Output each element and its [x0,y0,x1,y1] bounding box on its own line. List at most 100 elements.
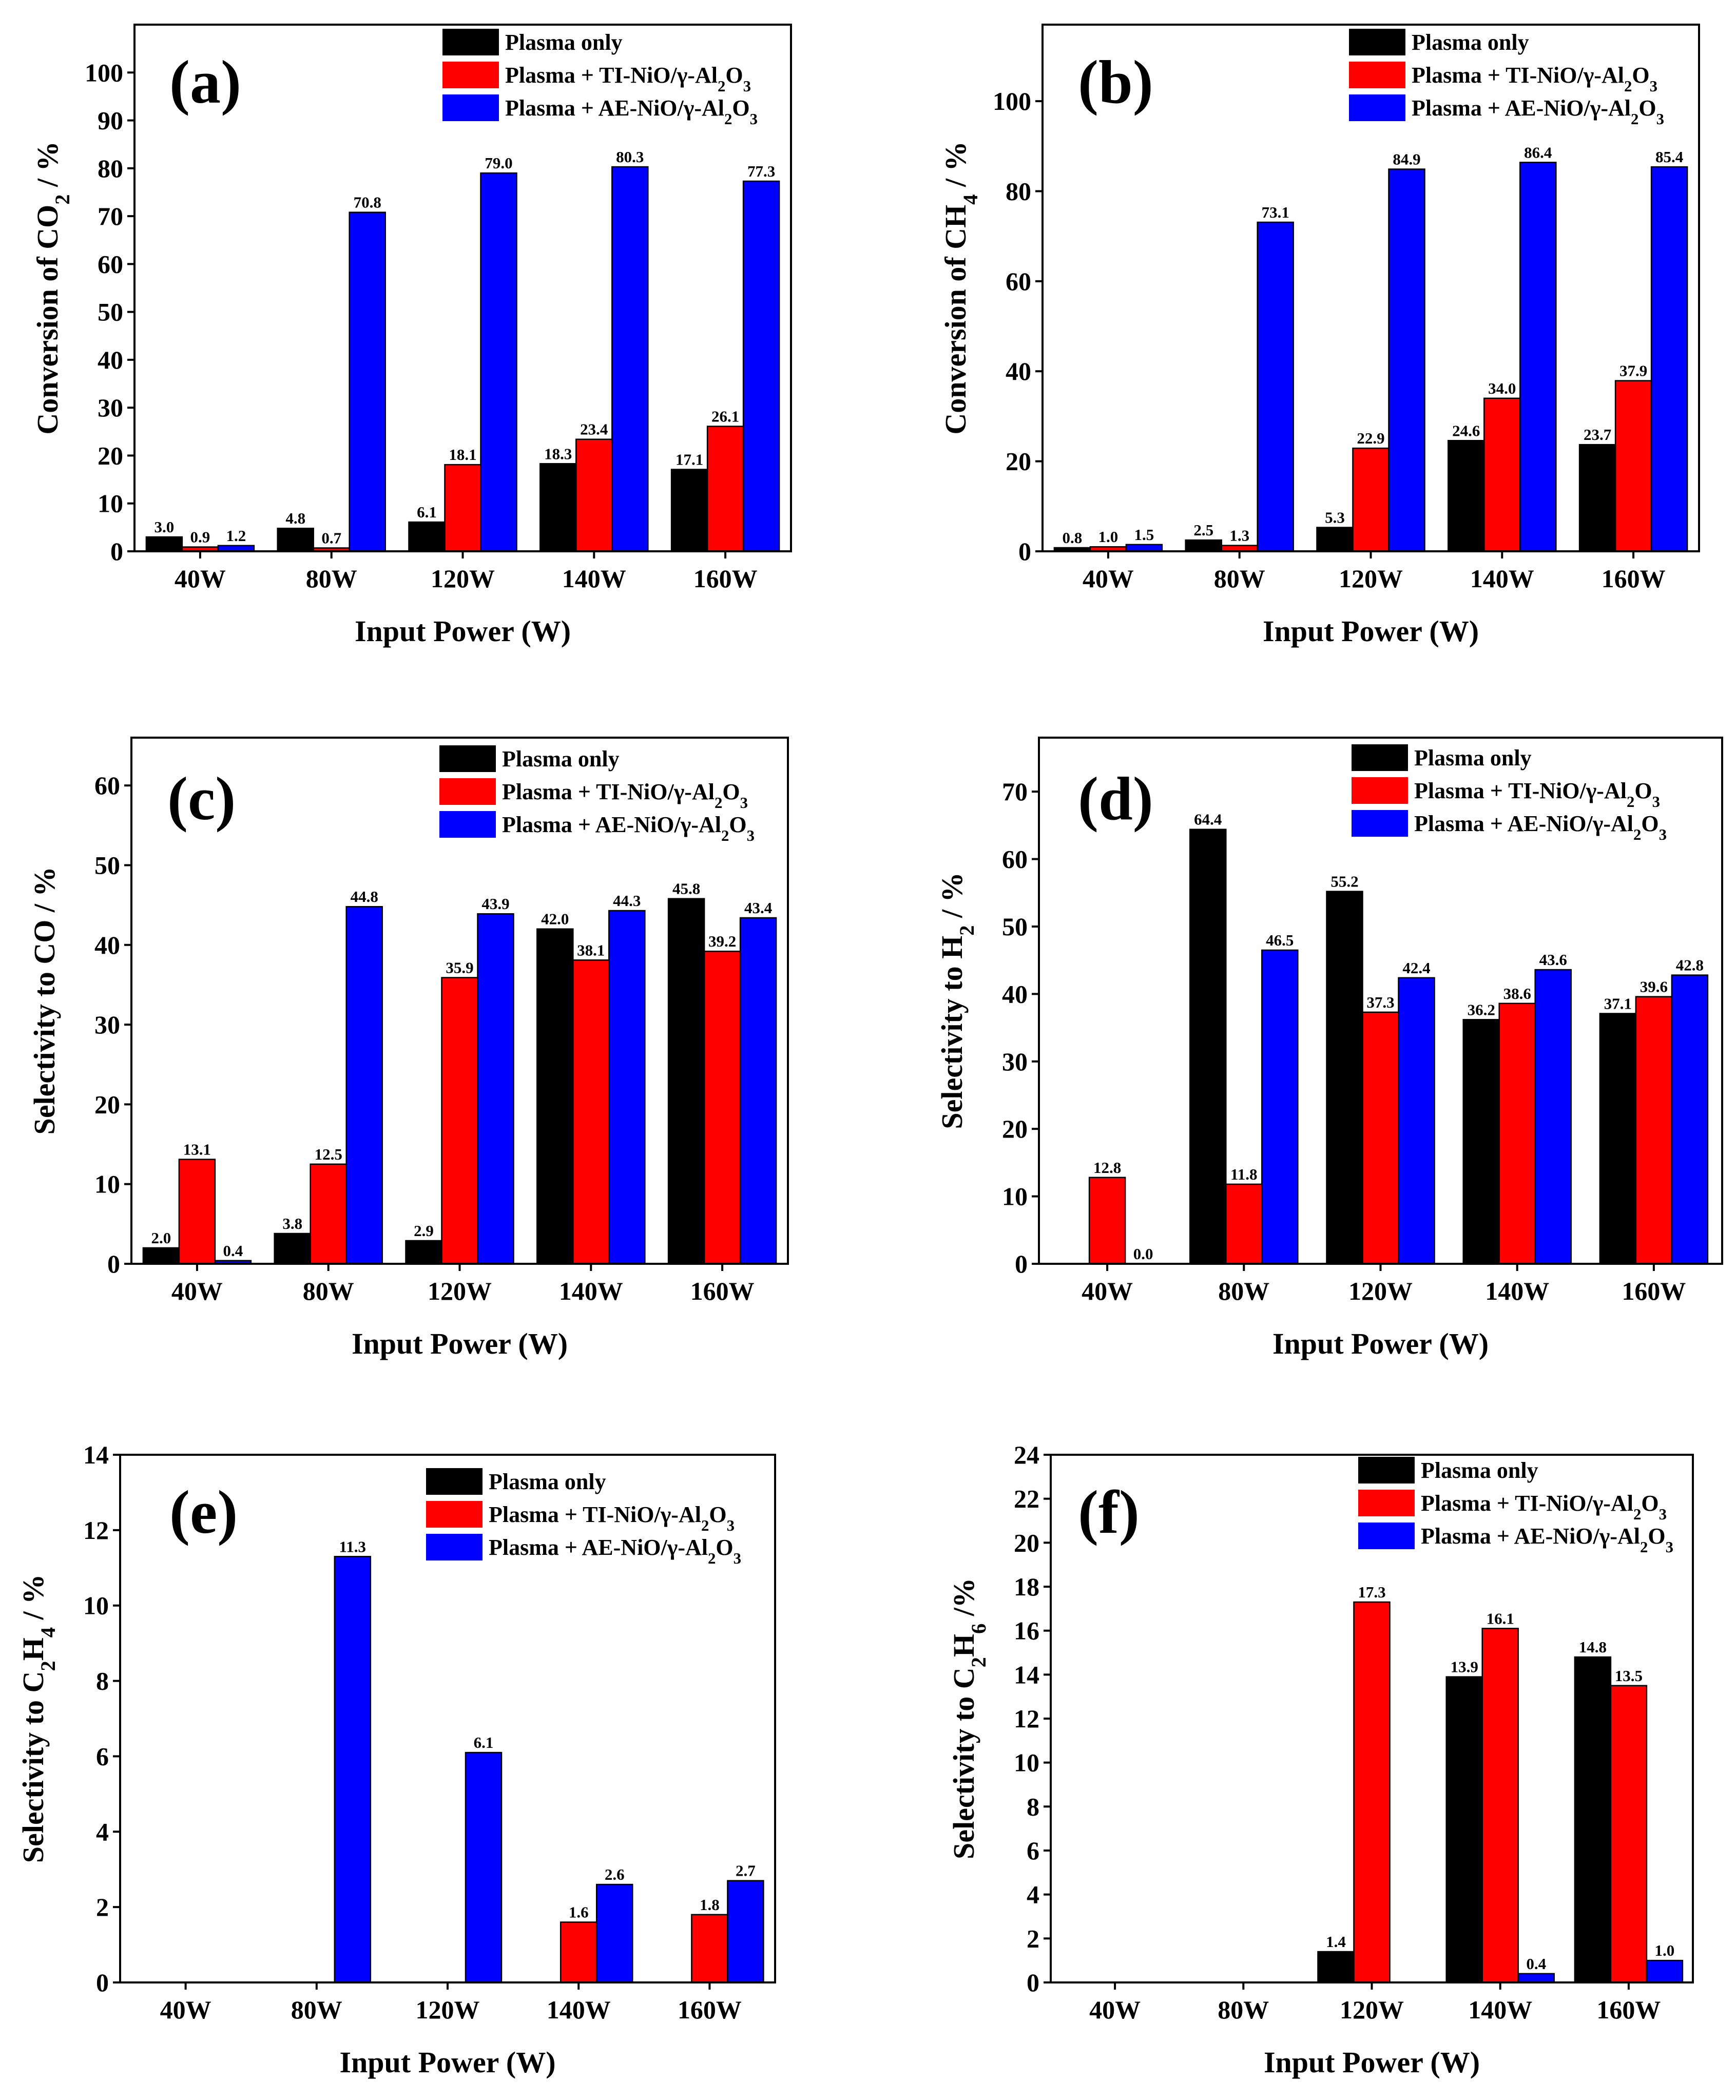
value-label: 2.6 [605,1865,625,1883]
x-tick-label: 80W [1218,1995,1269,2024]
value-label: 0.4 [223,1242,243,1260]
y-tick-label: 50 [94,851,120,879]
y-tick-label: 2 [96,1893,109,1921]
legend-swatch [442,62,499,88]
y-tick-label: 8 [96,1667,109,1696]
bar-ae-nio-140W [1519,162,1557,552]
y-tick-label: 80 [1006,177,1031,205]
y-tick-label: 18 [1014,1572,1039,1601]
bar-ae-nio-80W [345,905,383,1265]
y-tick-label: 100 [85,58,123,87]
bar-ti-nio-80W [1225,1183,1263,1265]
x-tick-label: 160W [1602,564,1666,593]
bar-ti-nio-120W [441,977,478,1265]
x-tick-label: 40W [175,564,226,593]
legend-label: Plasma + TI-NiO/γ-Al2O3 [1412,63,1657,95]
legend: Plasma only Plasma + TI-NiO/γ-Al2O3Plasma… [442,29,758,128]
x-tick-label: 40W [171,1277,223,1305]
value-label: 23.4 [580,420,608,438]
y-tick-label: 2 [1027,1924,1039,1953]
value-label: 13.1 [183,1141,211,1159]
value-label: 44.3 [613,892,641,910]
y-tick-label: 60 [98,249,123,278]
bar-plasma-only-160W [670,469,708,552]
bar-ae-nio-140W [1517,1973,1555,1983]
bar-plasma-only-40W [145,536,183,552]
chart-panel-e: 1.6 1.8 11.3 6.1 2.6 2.7 0 2 4 6 8 10 12 14 40W 80W 120W… [16,1440,776,2079]
chart-panel-c: 2.0 3.8 2.9 42.0 45.8 13.1 12.5 35.9 38.1 39.2 0.4… [28,737,789,1360]
value-label: 17.1 [676,451,703,469]
y-tick-label: 70 [98,202,123,230]
bar-ti-nio-160W [706,426,744,552]
y-tick-label: 4 [96,1817,109,1846]
value-label: 12.8 [1093,1159,1121,1177]
bar-ae-nio-160W [1650,166,1688,552]
y-tick-label: 12 [83,1516,109,1545]
y-tick-label: 60 [1006,267,1031,296]
y-tick-label: 6 [1027,1836,1039,1865]
x-tick-label: 160W [690,1277,755,1305]
y-tick-label: 40 [94,931,120,959]
value-label: 14.8 [1579,1638,1607,1656]
bar-ae-nio-140W [611,166,649,552]
bar-ti-nio-40W [178,1159,216,1265]
legend-label: Plasma only [1412,30,1529,55]
x-tick-label: 120W [1339,564,1403,593]
bar-ti-nio-120W [444,464,481,552]
legend-swatch [442,29,499,55]
chart-panel-d: 64.455.236.2 37.112.8 11.837.3 38.6 39.60.04… [935,737,1723,1360]
y-tick-label: 40 [1006,357,1031,386]
legend-label: Plasma only [489,1469,606,1494]
bar-plasma-only-80W [274,1232,311,1265]
legend-label: Plasma + TI-NiO/γ-Al2O3 [505,63,751,95]
value-label: 36.2 [1468,1000,1495,1018]
bar-ae-nio-140W [608,910,646,1265]
value-label: 4.8 [285,509,305,527]
legend-label: Plasma only [505,30,623,55]
x-tick-label: 140W [562,564,626,593]
y-tick-label: 90 [98,106,123,135]
value-label: 1.0 [1655,1941,1675,1959]
bar-ti-nio-140W [1498,1003,1536,1265]
legend-label: Plasma + AE-NiO/γ-Al2O3 [1421,1524,1673,1556]
value-label: 84.9 [1393,150,1420,168]
value-label: 79.0 [485,154,512,172]
x-tick-label: 140W [1468,1995,1532,2024]
x-tick-label: 80W [306,564,357,593]
legend-swatch [1352,744,1408,771]
bar-ae-nio-80W [334,1556,372,1983]
bar-ae-nio-120W [477,913,514,1265]
legend-swatch [1358,1523,1415,1549]
legend: Plasma only Plasma + TI-NiO/γ-Al2O3Plasma… [426,1468,741,1567]
x-tick-label: 140W [1470,564,1534,593]
bar-ti-nio-160W [1610,1685,1648,1983]
value-label: 1.0 [1098,528,1118,546]
value-label: 2.7 [736,1862,756,1880]
bar-plasma-only-140W [539,463,577,552]
value-label: 39.2 [708,932,736,950]
value-label: 6.1 [417,503,437,521]
value-label: 26.1 [711,408,739,426]
y-tick-label: 20 [1002,1114,1028,1143]
x-tick-label: 120W [1340,1995,1404,2024]
x-tick-label: 40W [1083,564,1134,593]
legend-label: Plasma + TI-NiO/γ-Al2O3 [489,1502,735,1534]
panel-label: (a) [169,48,241,116]
value-label: 64.4 [1194,811,1222,829]
value-label: 0.0 [1133,1245,1153,1263]
legend: Plasma only Plasma + TI-NiO/γ-Al2O3Plasma… [1352,744,1667,843]
bar-ti-nio-160W [1614,380,1652,552]
bar-ti-nio-160W [1635,996,1673,1265]
legend-label: Plasma + AE-NiO/γ-Al2O3 [502,812,755,844]
y-axis-title: Selectivity to C2H4 / % [16,1574,60,1863]
legend: Plasma only Plasma + TI-NiO/γ-Al2O3Plasma… [1349,29,1664,128]
value-label: 3.8 [282,1215,302,1232]
y-tick-label: 8 [1027,1792,1039,1821]
legend-label: Plasma only [502,746,620,772]
y-tick-label: 60 [94,771,120,800]
bar-ti-nio-140W [572,959,610,1265]
x-tick-label: 160W [693,564,758,593]
y-axis-title: Conversion of CH4 / % [939,141,982,434]
bar-ae-nio-80W [349,211,386,552]
y-tick-label: 30 [1002,1047,1028,1076]
